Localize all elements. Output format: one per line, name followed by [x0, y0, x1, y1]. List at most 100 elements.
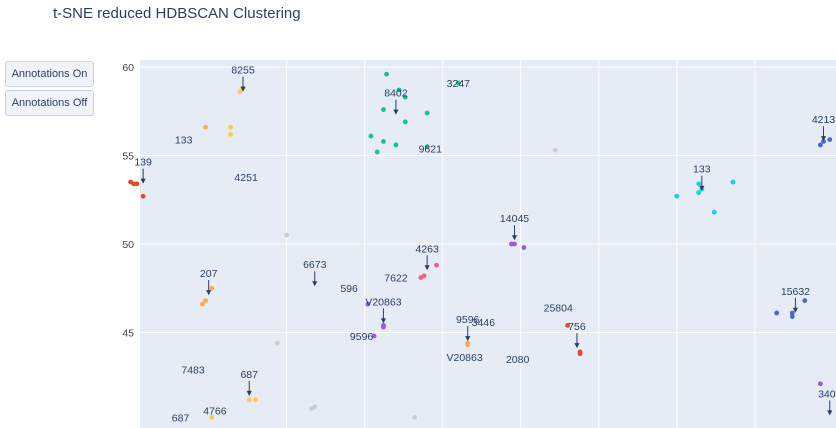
data-point: [384, 71, 389, 77]
arrowhead-icon: [699, 185, 705, 191]
annotation-label: 9596: [350, 331, 374, 343]
arrowhead-icon: [511, 235, 518, 241]
data-point: [412, 414, 418, 420]
annotation: 207: [200, 268, 218, 296]
annotation-label: 3247: [447, 78, 471, 90]
annotation-label: V20863: [365, 296, 401, 308]
annotation: 596: [340, 283, 358, 295]
annotation-label: 596: [340, 283, 358, 295]
annotation: 133: [175, 135, 193, 147]
annotation: V20863: [365, 296, 402, 324]
data-point: [696, 181, 702, 187]
annotation-label: 6673: [303, 259, 327, 271]
annotation: 7483: [181, 365, 205, 377]
data-point: [552, 147, 558, 153]
data-point: [577, 351, 583, 357]
annotation-label: 4263: [415, 243, 439, 255]
annotation-label: 7622: [384, 273, 408, 285]
annotation-label: 133: [693, 164, 711, 176]
annotation-label: 133: [175, 135, 193, 147]
data-point: [371, 333, 377, 339]
annotations: 8255 133 139 4251 8402 3247 9621 207 6673 596 7622…: [134, 65, 836, 425]
annotation: 2080: [506, 354, 530, 366]
arrowhead-icon: [424, 265, 430, 271]
data-point: [424, 144, 430, 150]
data-point: [455, 80, 461, 86]
annotation: 7622: [384, 273, 408, 285]
data-point: [253, 397, 258, 403]
annotation-label: 756: [568, 321, 586, 333]
y-tick-label: 55: [122, 151, 134, 163]
data-point: [381, 324, 386, 330]
annotations-on-button[interactable]: Annotations On: [5, 61, 94, 87]
annotation-label: 8402: [384, 88, 408, 100]
annotation-label: 687: [172, 412, 190, 424]
data-point: [274, 340, 280, 346]
annotation: 139: [134, 157, 152, 184]
annotation: 687: [172, 412, 190, 424]
annotation: 3247: [447, 78, 471, 90]
data-point: [817, 381, 823, 387]
data-point: [200, 301, 205, 307]
annotation-label: 139: [134, 157, 152, 169]
annotation: 4263: [415, 243, 439, 271]
data-point: [140, 193, 146, 199]
annotation: 25804: [544, 303, 573, 315]
annotation-label: V20863: [446, 352, 482, 364]
data-point: [402, 119, 408, 125]
annotation-label: 207: [200, 268, 218, 280]
data-point: [209, 285, 215, 291]
data-point: [365, 301, 371, 307]
data-point: [789, 314, 795, 319]
data-point: [381, 138, 386, 144]
chart-title: t-SNE reduced HDBSCAN Clustering: [53, 5, 301, 22]
data-points: [128, 71, 833, 420]
annotation-label: 3408: [818, 388, 836, 400]
y-axis: 45 50 55 60: [122, 62, 134, 339]
arrowhead-icon: [380, 318, 387, 324]
arrowhead-icon: [312, 281, 318, 287]
y-tick-label: 45: [122, 327, 134, 339]
arrowhead-icon: [827, 410, 833, 416]
annotation-label: 687: [240, 369, 258, 381]
data-point: [396, 87, 402, 93]
annotation: 687: [240, 369, 258, 396]
annotation-label: 3446: [472, 317, 496, 329]
data-point: [789, 310, 795, 316]
arrowhead-icon: [792, 307, 799, 313]
annotation: 4213: [812, 114, 835, 142]
annotation: 14045: [500, 213, 529, 241]
data-point: [374, 149, 380, 155]
annotation: 133: [693, 164, 711, 191]
data-point: [421, 273, 427, 279]
data-point: [565, 322, 570, 328]
data-point: [228, 131, 233, 137]
data-point: [312, 404, 318, 410]
arrowhead-icon: [246, 390, 252, 396]
data-point: [827, 137, 833, 143]
annotation-label: 9621: [419, 143, 443, 155]
data-point: [817, 142, 823, 148]
annotation-label: 25804: [544, 303, 573, 315]
data-point: [674, 193, 680, 199]
annotation-label: 4766: [203, 405, 227, 417]
arrowhead-icon: [206, 290, 212, 296]
data-point: [402, 94, 408, 100]
annotation: 8255: [231, 65, 255, 92]
annotation-label: 4251: [234, 172, 258, 184]
annotation-label: 14045: [500, 213, 529, 225]
annotation-label: 9596: [456, 314, 480, 326]
annotation-label: 7483: [181, 365, 205, 377]
data-point: [237, 89, 243, 95]
annotation: 8402: [384, 88, 408, 115]
data-point: [381, 107, 386, 112]
data-point: [512, 241, 517, 247]
annotation-label: 8255: [231, 65, 255, 77]
arrowhead-icon: [574, 343, 580, 349]
annotations-off-button[interactable]: Annotations Off: [5, 90, 94, 116]
data-point: [774, 310, 780, 316]
data-point: [228, 124, 233, 130]
annotation: V20863: [446, 352, 482, 364]
arrowhead-icon: [240, 86, 246, 92]
